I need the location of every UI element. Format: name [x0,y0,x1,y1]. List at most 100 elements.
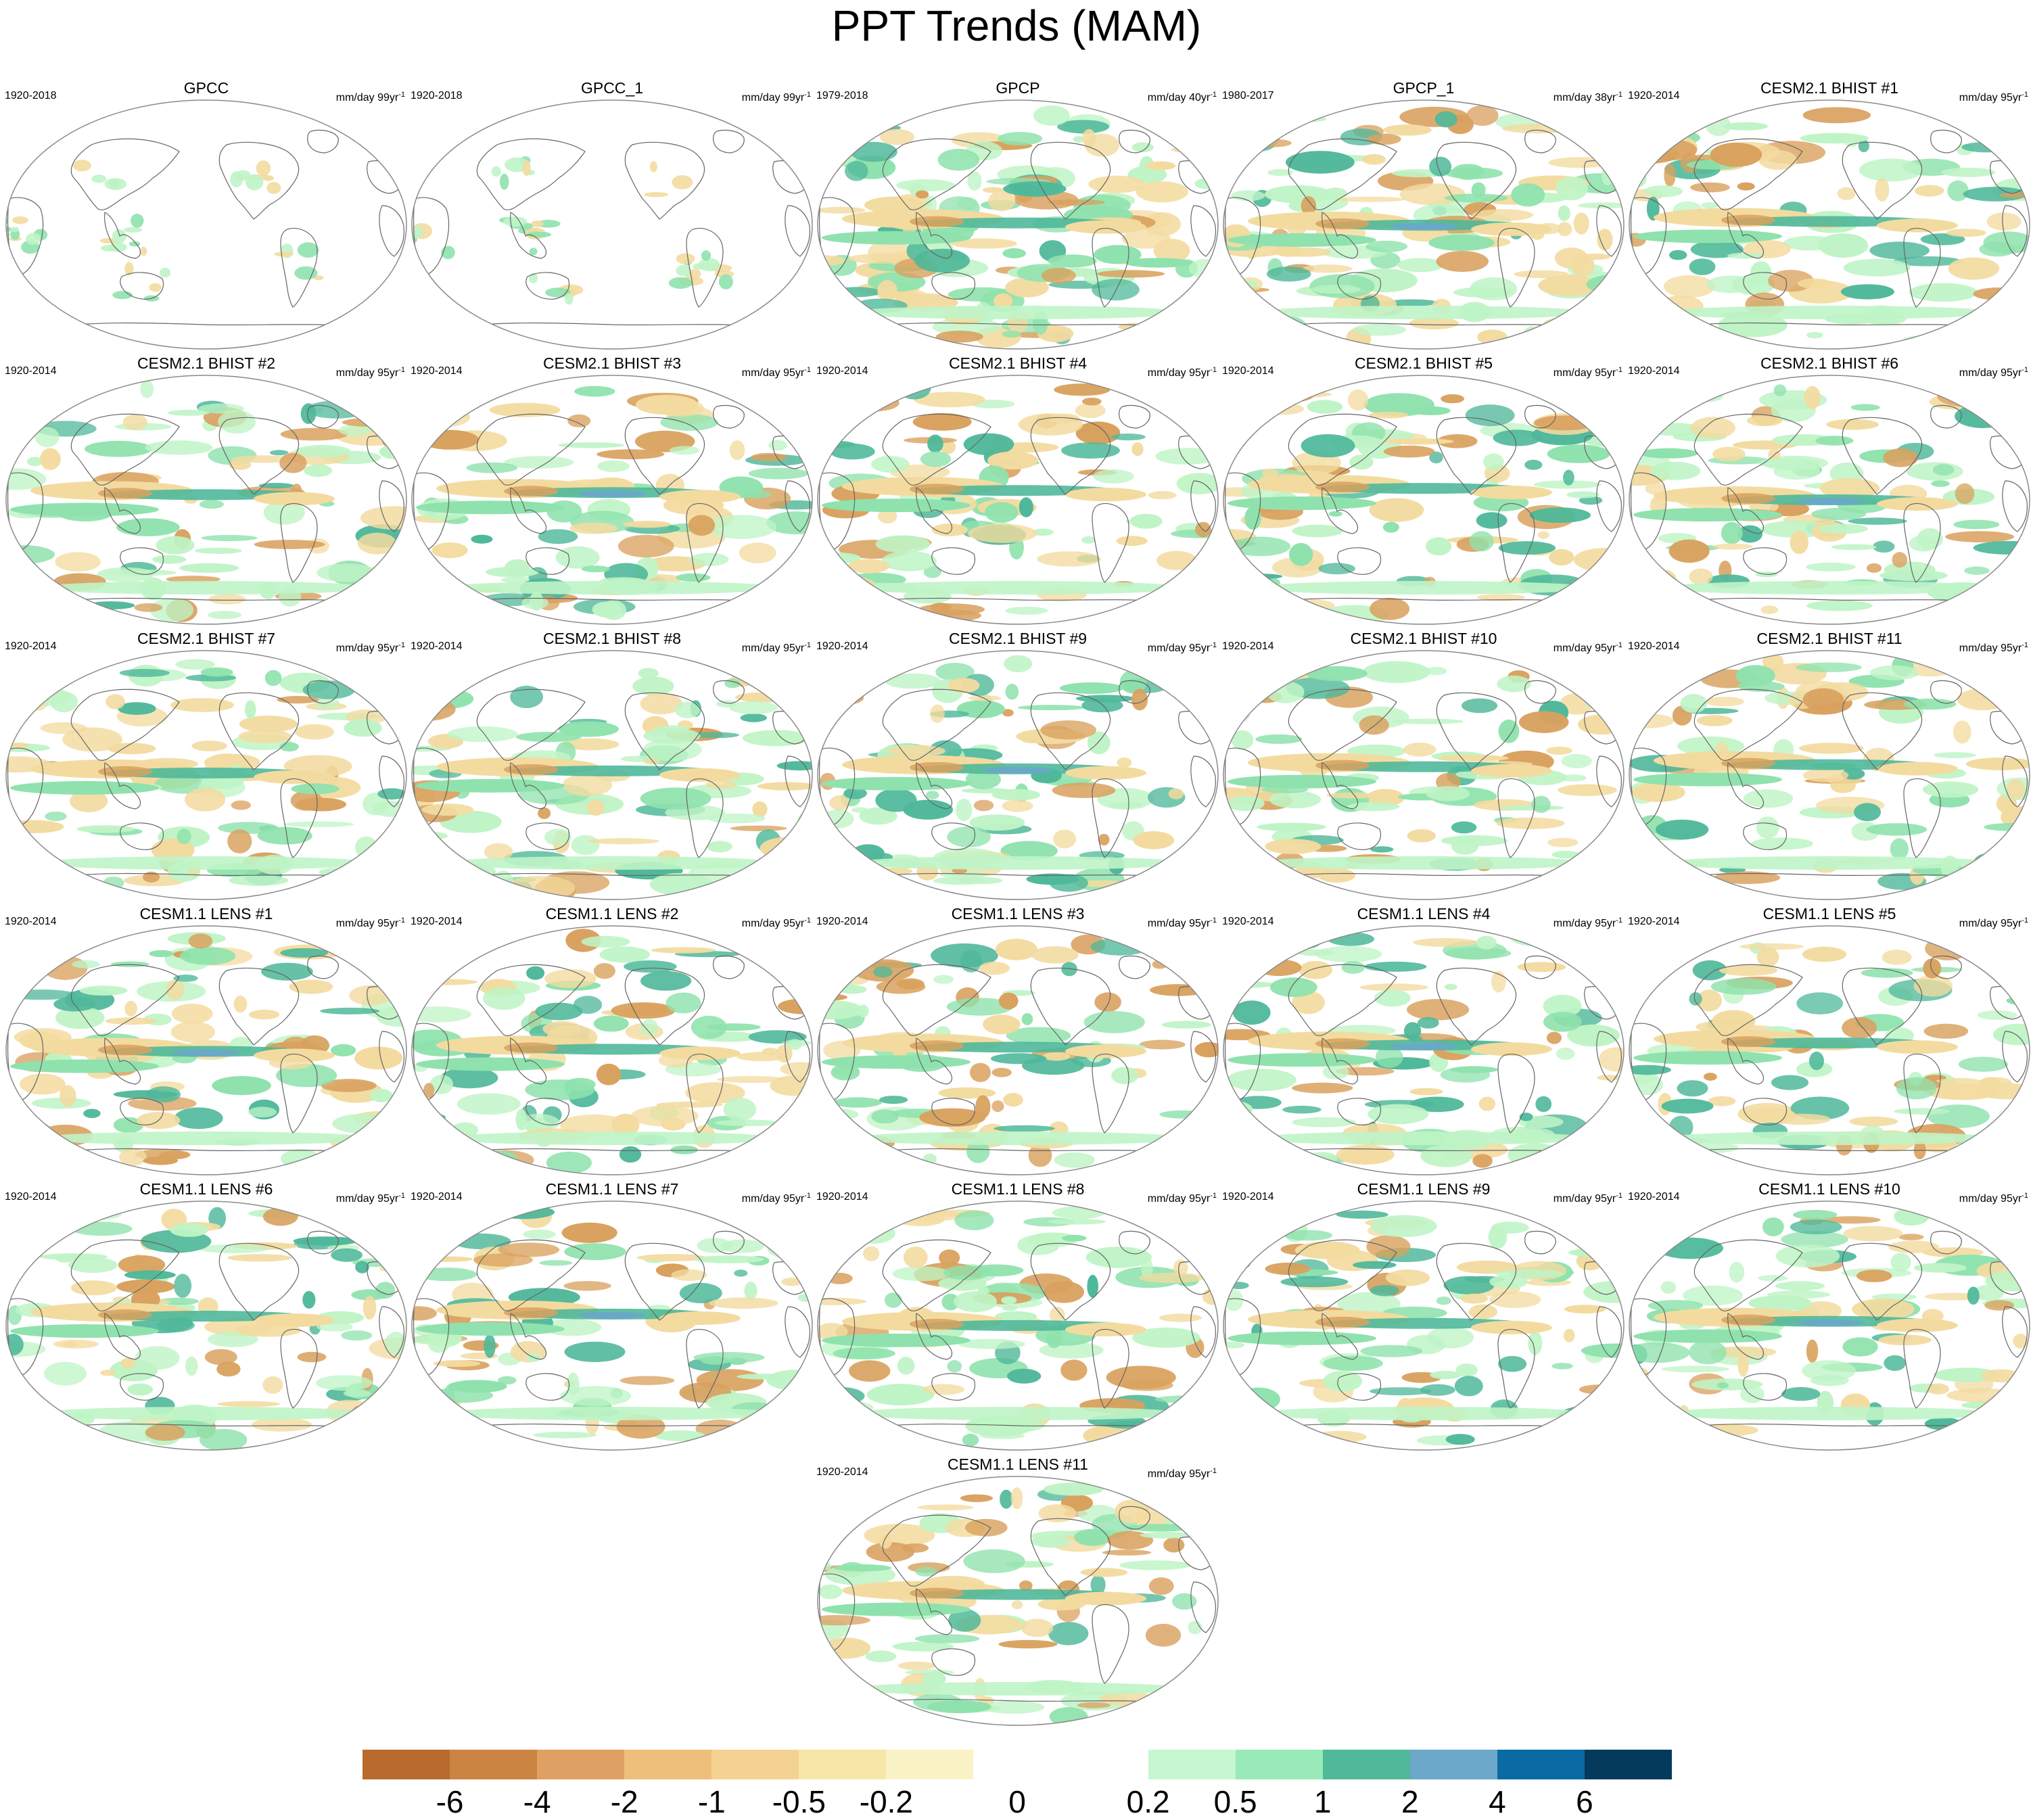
panel-units-exponent: -1 [1616,366,1622,374]
legend-swatch [1148,1750,1236,1779]
panel-units-text: mm/day 95yr [1553,367,1616,379]
map-panel: CESM2.1 BHIST #1 1920-2014 mm/day 95yr-1 [1627,74,2032,352]
panel-units-text: mm/day 40yr [1147,92,1211,103]
panel-units: mm/day 95yr-1 [1148,914,1217,931]
panel-units-text: mm/day 95yr [1553,1193,1616,1205]
panel-units: mm/day 95yr-1 [1148,638,1217,655]
map-panel: CESM2.1 BHIST #4 1920-2014 mm/day 95yr-1 [815,350,1221,627]
panel-period: 1920-2014 [1222,916,1274,927]
panel-units-text: mm/day 95yr [741,367,805,379]
panel-title: CESM2.1 BHIST #9 [948,630,1088,647]
world-map [411,650,813,900]
panel-title: GPCP [996,79,1040,97]
panel-units-exponent: -1 [2022,916,2028,925]
world-map [411,99,813,350]
panel-units: mm/day 95yr-1 [336,914,405,931]
world-map [5,925,407,1175]
panel-units-exponent: -1 [398,1192,405,1200]
map-panel: CESM1.1 LENS #10 1920-2014 mm/day 95yr-1 [1627,1175,2032,1453]
panel-units-exponent: -1 [1210,1192,1217,1200]
legend-tick-label: -0.5 [772,1784,826,1819]
world-map [1629,925,2030,1175]
panel-period: 1920-2014 [816,365,868,377]
panel-period: 1920-2014 [816,916,868,927]
legend-tick-label: 0 [1008,1784,1026,1819]
panel-period: 1920-2014 [1628,365,1680,377]
panel-period: 1920-2014 [5,365,57,377]
legend-swatch [624,1750,712,1779]
panel-period: 1920-2014 [1222,640,1274,652]
panel-title: CESM2.1 BHIST #3 [542,354,682,372]
panel-units-text: mm/day 95yr [1959,92,2022,103]
world-map [5,650,407,900]
panel-units-text: mm/day 95yr [741,1193,805,1205]
legend-swatch [450,1750,538,1779]
panel-units-exponent: -1 [804,916,811,925]
panel-title: CESM2.1 BHIST #10 [1350,630,1497,647]
panel-title: CESM1.1 LENS #4 [1357,905,1491,923]
panel-title: GPCC [183,79,229,97]
panel-units: mm/day 95yr-1 [1553,1189,1622,1206]
world-map [817,1476,1219,1726]
map-panel: CESM1.1 LENS #1 1920-2014 mm/day 95yr-1 [3,900,409,1177]
map-panel: GPCC_1 1920-2018 mm/day 99yr-1 [409,74,815,352]
legend-swatch [363,1750,450,1779]
panel-title: CESM2.1 BHIST #8 [542,630,682,647]
panel-units: mm/day 95yr-1 [1959,363,2028,380]
map-panel: CESM1.1 LENS #8 1920-2014 mm/day 95yr-1 [815,1175,1221,1453]
panel-units-exponent: -1 [1616,91,1622,99]
world-map [1629,375,2030,625]
panel-units-exponent: -1 [1210,366,1217,374]
legend-swatch [1497,1750,1585,1779]
panel-units: mm/day 95yr-1 [1959,914,2028,931]
panel-units-text: mm/day 95yr [1553,918,1616,929]
panel-units: mm/day 95yr-1 [336,1189,405,1206]
world-map [1223,925,1625,1175]
legend-tick-label: 0.5 [1213,1784,1257,1819]
map-panel: GPCP 1979-2018 mm/day 40yr-1 [815,74,1221,352]
panel-units-exponent: -1 [1210,641,1217,649]
panel-units-text: mm/day 95yr [1147,643,1211,654]
panel-units-exponent: -1 [398,916,405,925]
panel-units-text: mm/day 95yr [1553,643,1616,654]
legend-swatch [973,1750,1061,1779]
panel-period: 1920-2014 [411,365,463,377]
panel-units-exponent: -1 [398,366,405,374]
panel-units-text: mm/day 95yr [1147,918,1211,929]
panel-units: mm/day 99yr-1 [336,88,405,105]
map-panel: CESM1.1 LENS #2 1920-2014 mm/day 95yr-1 [409,900,815,1177]
world-map [1223,1200,1625,1451]
panel-title: CESM1.1 LENS #2 [545,905,679,923]
legend-tick-label: -0.2 [859,1784,914,1819]
panel-period: 1979-2018 [816,90,868,101]
panel-units: mm/day 95yr-1 [1959,638,2028,655]
panel-title: CESM1.1 LENS #7 [545,1180,679,1198]
map-panel: CESM2.1 BHIST #3 1920-2014 mm/day 95yr-1 [409,350,815,627]
legend-tick-label: -4 [523,1784,551,1819]
panel-period: 1920-2014 [5,1191,57,1203]
panel-units: mm/day 95yr-1 [1148,1464,1217,1481]
world-map [1223,650,1625,900]
map-panel: CESM2.1 BHIST #5 1920-2014 mm/day 95yr-1 [1221,350,1627,627]
panel-title: GPCC_1 [580,79,644,97]
panel-units-exponent: -1 [2022,641,2028,649]
panel-title: CESM1.1 LENS #8 [951,1180,1085,1198]
world-map [411,1200,813,1451]
panel-units: mm/day 95yr-1 [336,363,405,380]
panel-period: 1920-2014 [816,1466,868,1478]
panel-units: mm/day 99yr-1 [742,88,811,105]
map-panel: CESM1.1 LENS #11 1920-2014 mm/day 95yr-1 [815,1451,1221,1728]
panel-units-text: mm/day 95yr [1147,367,1211,379]
world-map [1629,99,2030,350]
legend-tick-label: -1 [697,1784,726,1819]
panel-title: CESM2.1 BHIST #1 [1760,79,1899,97]
panel-units: mm/day 95yr-1 [336,638,405,655]
map-panel: CESM1.1 LENS #4 1920-2014 mm/day 95yr-1 [1221,900,1627,1177]
panel-units-exponent: -1 [398,91,405,99]
panel-title: CESM1.1 LENS #3 [951,905,1085,923]
panel-period: 1920-2014 [5,640,57,652]
legend-colorbar [363,1750,1672,1779]
panel-units-text: mm/day 95yr [1959,1193,2022,1205]
map-panel: GPCC 1920-2018 mm/day 99yr-1 [3,74,409,352]
legend-swatch [1409,1750,1497,1779]
